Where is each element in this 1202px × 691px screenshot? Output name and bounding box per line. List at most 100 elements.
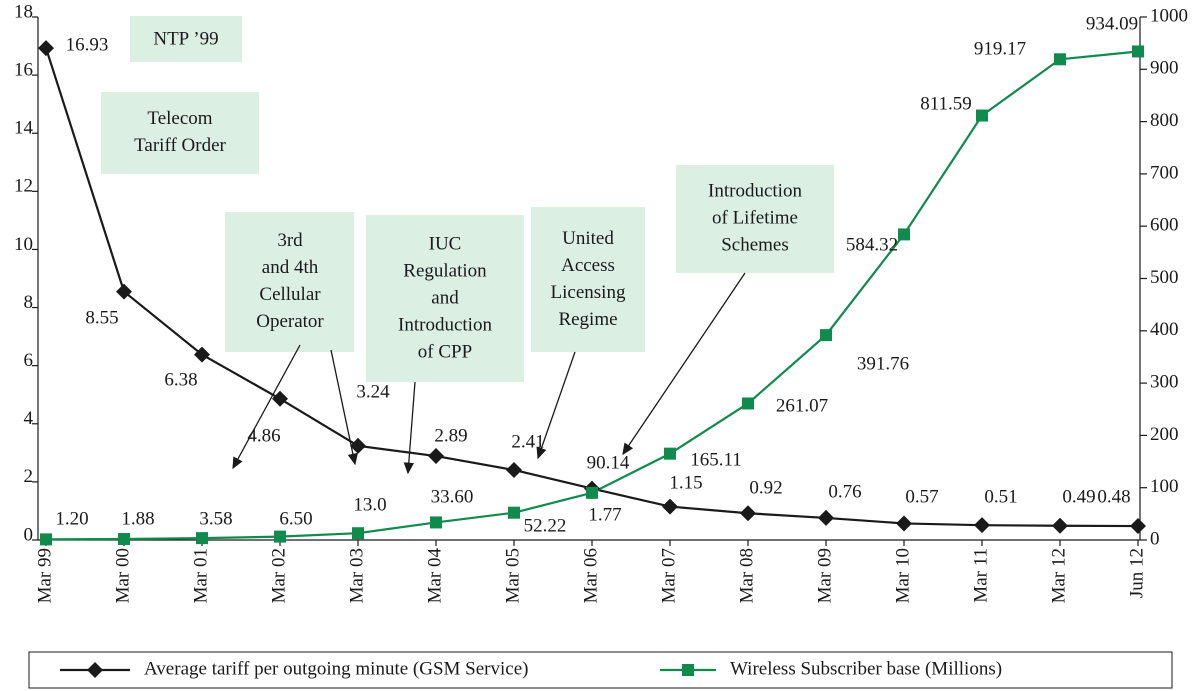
y-tick-label: 4 [24,408,34,429]
data-label: 811.59 [920,93,972,114]
data-label: 1.20 [55,508,88,529]
data-label: 0.92 [749,477,782,498]
data-label: 165.11 [690,449,742,470]
data-label: 1.15 [669,472,702,493]
x-tick-label: Mar 07 [658,548,679,603]
data-label: 934.09 [1086,13,1138,34]
annotation-text: and 4th [262,257,319,278]
annotation-text: of CPP [418,341,472,362]
y2-tick-label: 300 [1150,371,1179,392]
data-label: 0.49 [1062,486,1095,507]
data-label: 1.88 [121,508,154,529]
data-label: 0.57 [905,486,938,507]
marker [1054,53,1066,66]
marker [976,109,988,122]
marker [274,530,286,543]
marker [820,329,832,342]
annotation-box [531,207,645,352]
annotation-text: Telecom [147,108,212,129]
x-tick-label: Mar 04 [424,548,445,604]
y-tick-label: 18 [14,1,33,22]
marker [974,517,990,534]
marker [350,437,366,454]
data-label: 8.55 [85,307,118,328]
y2-tick-label: 1000 [1150,5,1188,26]
legend-label: Wireless Subscriber base (Millions) [730,658,1002,679]
y2-tick-label: 600 [1150,215,1179,236]
annotation-text: IUC [429,233,462,254]
x-tick-label: Mar 12 [1048,548,1069,603]
marker [40,533,52,546]
x-tick-label: Mar 99 [34,548,55,603]
annotation-box [101,92,259,174]
data-label: 4.86 [247,425,280,446]
x-tick-label: Mar 06 [580,548,601,603]
data-label: 261.07 [776,395,828,416]
y2-tick-label: 700 [1150,162,1179,183]
marker [1130,518,1146,535]
annotation-box [225,212,354,352]
marker [196,532,208,545]
annotation-text: Operator [256,311,324,332]
marker [428,448,444,465]
x-tick-label: Mar 05 [502,548,523,603]
data-label: 0.48 [1097,486,1130,507]
y2-tick-label: 500 [1150,267,1179,288]
marker [740,505,756,522]
marker [662,498,678,515]
x-tick-label: Mar 03 [346,548,367,603]
x-tick-label: Mar 08 [736,548,757,603]
annotation-text: Schemes [721,234,789,255]
data-label: 1.77 [588,504,621,525]
marker [352,527,364,540]
data-label: 52.22 [524,515,567,536]
data-label: 2.89 [434,425,467,446]
y-tick-label: 6 [24,350,34,371]
x-tick-label: Mar 10 [892,548,913,603]
marker [272,390,288,407]
arrows [232,272,746,475]
y-tick-label: 10 [14,234,33,255]
data-label: 0.76 [828,481,861,502]
marker [38,40,54,57]
annotation-text: Cellular [259,284,321,305]
x-tick-label: Mar 11 [970,548,991,603]
x-tick-label: Mar 00 [112,548,133,603]
data-label: 33.60 [431,486,474,507]
legend-marker [682,664,694,676]
marker [1052,517,1068,534]
data-label: 391.76 [857,353,909,374]
y-tick-label: 8 [24,292,34,313]
annotation-text: Introduction [708,180,802,201]
annotation-text: Introduction [398,314,492,335]
annotation-text: Tariff Order [134,135,226,156]
y2-tick-label: 200 [1150,424,1179,445]
annotation-text: Licensing [551,282,626,303]
arrow [403,381,416,475]
marker [1132,45,1144,58]
annotation-text: Regulation [403,260,487,281]
y-tick-label: 12 [14,176,33,197]
x-tick-label: Mar 01 [190,548,211,603]
y-tick-label: 0 [24,524,34,545]
legend-box [28,651,1173,689]
data-label: 16.93 [66,34,109,55]
y-tick-label: 16 [14,59,33,80]
arrow [622,272,746,456]
data-label: 3.58 [199,508,232,529]
marker [898,228,910,241]
data-label: 919.17 [974,38,1026,59]
data-label: 3.24 [356,381,390,402]
y-tick-label: 14 [14,118,34,139]
annotation-box [366,215,524,382]
marker [430,516,442,529]
data-label: 2.41 [511,431,544,452]
legend-label: Average tariff per outgoing minute (GSM … [144,658,528,679]
y2-tick-label: 400 [1150,319,1179,340]
annotation-text: of Lifetime [712,207,798,228]
annotation-text: NTP ’99 [153,28,218,49]
arrow [232,344,301,470]
x-tick-label: Mar 02 [268,548,289,603]
marker [118,533,130,546]
